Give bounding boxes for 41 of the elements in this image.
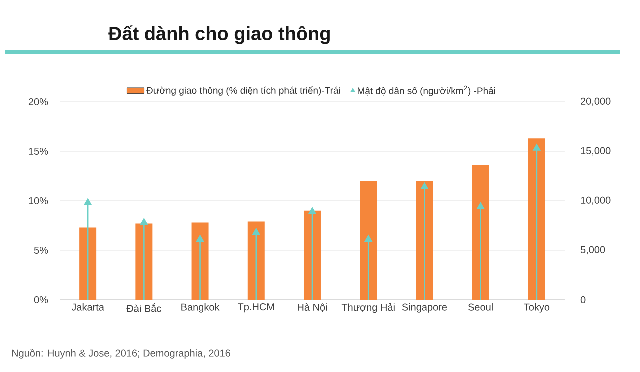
y-tick-label: 10% [29, 197, 48, 205]
x-tick-label: Jakarta [72, 304, 104, 311]
x-tick-label: Hà Nội [298, 304, 328, 312]
point [533, 144, 541, 151]
y2-tick-label: 10,000 [581, 196, 611, 206]
text: Nguồn: Huynh & Jose, 2016; Demographia, 2016 [12, 349, 230, 359]
x-tick-label: Bangkok [182, 304, 220, 313]
point [140, 218, 148, 226]
chart-title: Đất dành cho giao thông [108, 26, 330, 44]
point [421, 182, 428, 190]
legend-label: Đường giao thông (% diện tích phát triển)-Trái [146, 86, 340, 96]
point [308, 208, 316, 214]
bar [416, 181, 434, 300]
bar [136, 224, 153, 300]
bar [304, 210, 321, 300]
bar [528, 138, 546, 300]
point [364, 235, 372, 242]
point [252, 228, 260, 236]
y2-tick-label: 5,000 [580, 246, 606, 255]
x-tick-label: Seoul [468, 304, 493, 311]
point [84, 198, 92, 206]
x-tick-label: Đài Bắc [126, 304, 162, 312]
x-tick-label: Singapore [402, 304, 448, 313]
y2-tick-label: 0 [580, 296, 586, 304]
y-tick-label: 20% [28, 98, 48, 106]
bar [360, 181, 378, 300]
y2-tick-label: 20,000 [581, 98, 611, 106]
point [477, 202, 484, 210]
x-tick-label: Thượng Hải [342, 304, 395, 314]
x-tick-label: Tokyo [524, 304, 550, 313]
point [196, 235, 204, 242]
bar [192, 222, 209, 300]
bar [80, 228, 97, 300]
bar [248, 222, 265, 300]
x-tick-label: Tp.HCM [238, 304, 274, 313]
bar [472, 165, 490, 300]
y-tick-label: 0% [34, 296, 48, 304]
y2-tick-label: 15,000 [581, 147, 611, 156]
y-tick-label: 5% [34, 246, 48, 254]
legend-label: Mật độ dân số (người/km$^{2}$) -Phải [358, 86, 496, 96]
y-tick-label: 15% [29, 148, 48, 156]
